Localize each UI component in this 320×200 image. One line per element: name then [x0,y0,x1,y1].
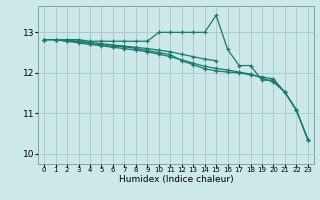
X-axis label: Humidex (Indice chaleur): Humidex (Indice chaleur) [119,175,233,184]
